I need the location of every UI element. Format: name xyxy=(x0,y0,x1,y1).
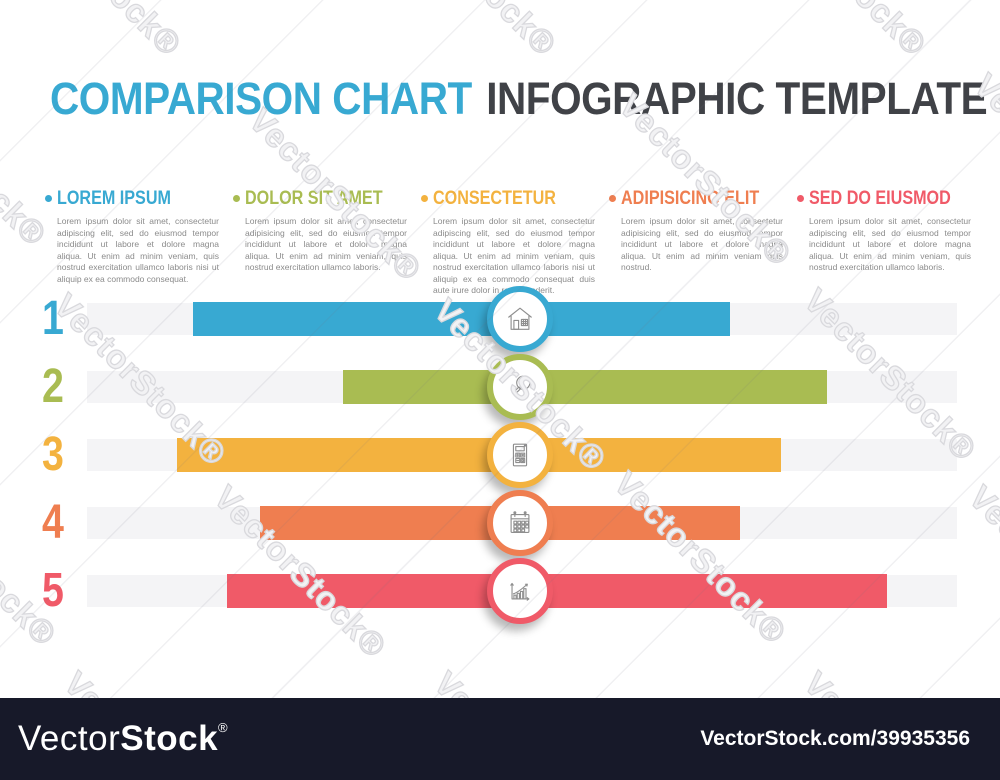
growth-chart-icon xyxy=(510,582,530,601)
row-number: 4 xyxy=(42,496,64,549)
calendar-icon xyxy=(510,511,530,533)
icon-circle xyxy=(487,286,553,352)
bullet-dot xyxy=(45,195,52,202)
column-dolor-sit-amet: DOLOR SIT AMET Lorem ipsum dolor sit ame… xyxy=(233,188,421,297)
icon-circle xyxy=(487,558,553,624)
columns: LOREM IPSUM Lorem ipsum dolor sit amet, … xyxy=(45,188,990,297)
column-title: SED DO EIUSMOD xyxy=(809,188,951,209)
column-title: CONSECTETUR xyxy=(433,188,556,209)
footer-bar: VectorStock® VectorStock.com/39935356 xyxy=(0,698,1000,780)
logo-light-text: Vector xyxy=(18,719,121,758)
column-lorem-ipsum: LOREM IPSUM Lorem ipsum dolor sit amet, … xyxy=(45,188,233,297)
column-sed-do-eiusmod: SED DO EIUSMOD Lorem ipsum dolor sit ame… xyxy=(797,188,985,297)
column-body-text: Lorem ipsum dolor sit amet, consectetur … xyxy=(57,216,219,284)
row-number: 3 xyxy=(42,428,64,481)
vectorstock-logo: VectorStock® xyxy=(18,719,228,759)
column-title: DOLOR SIT AMET xyxy=(245,188,383,209)
column-body-text: Lorem ipsum dolor sit amet, consectetur … xyxy=(809,216,971,272)
column-title: ADIPISICING ELIT xyxy=(621,188,760,209)
calculator-icon xyxy=(512,443,528,467)
column-body-text: Lorem ipsum dolor sit amet, consectetur … xyxy=(621,216,783,272)
icon-circle xyxy=(487,422,553,488)
bar-value xyxy=(176,438,782,472)
row-number: 5 xyxy=(42,564,64,617)
footer-url-text: VectorStock.com/39935356 xyxy=(700,727,970,750)
column-body-text: Lorem ipsum dolor sit amet, consectetur … xyxy=(245,216,407,272)
title-comparison-chart: COMPARISON CHART xyxy=(50,73,472,124)
icon-circle xyxy=(487,490,553,556)
magnifier-icon xyxy=(512,375,531,396)
bullet-dot xyxy=(609,195,616,202)
row-number: 2 xyxy=(42,360,64,413)
bullet-dot xyxy=(797,195,804,202)
column-title: LOREM IPSUM xyxy=(57,188,171,209)
bar-value xyxy=(342,370,828,404)
column-consectetur: CONSECTETUR Lorem ipsum dolor sit amet, … xyxy=(421,188,609,297)
column-adipisicing-elit: ADIPISICING ELIT Lorem ipsum dolor sit a… xyxy=(609,188,797,297)
title-infographic-template: INFOGRAPHIC TEMPLATE xyxy=(486,73,988,124)
bar-value xyxy=(193,302,730,336)
bullet-dot xyxy=(421,195,428,202)
icon-circle xyxy=(487,354,553,420)
row-number: 1 xyxy=(42,292,64,345)
bar-value xyxy=(227,574,888,608)
comparison-bars: 1 2 xyxy=(42,286,957,624)
house-icon xyxy=(508,307,532,330)
registered-mark: ® xyxy=(218,720,229,735)
page-title: COMPARISON CHART INFOGRAPHIC TEMPLATE xyxy=(50,73,988,124)
column-body-text: Lorem ipsum dolor sit amet, consectetur … xyxy=(433,216,595,295)
logo-bold-text: Stock xyxy=(120,719,219,758)
bullet-dot xyxy=(233,195,240,202)
